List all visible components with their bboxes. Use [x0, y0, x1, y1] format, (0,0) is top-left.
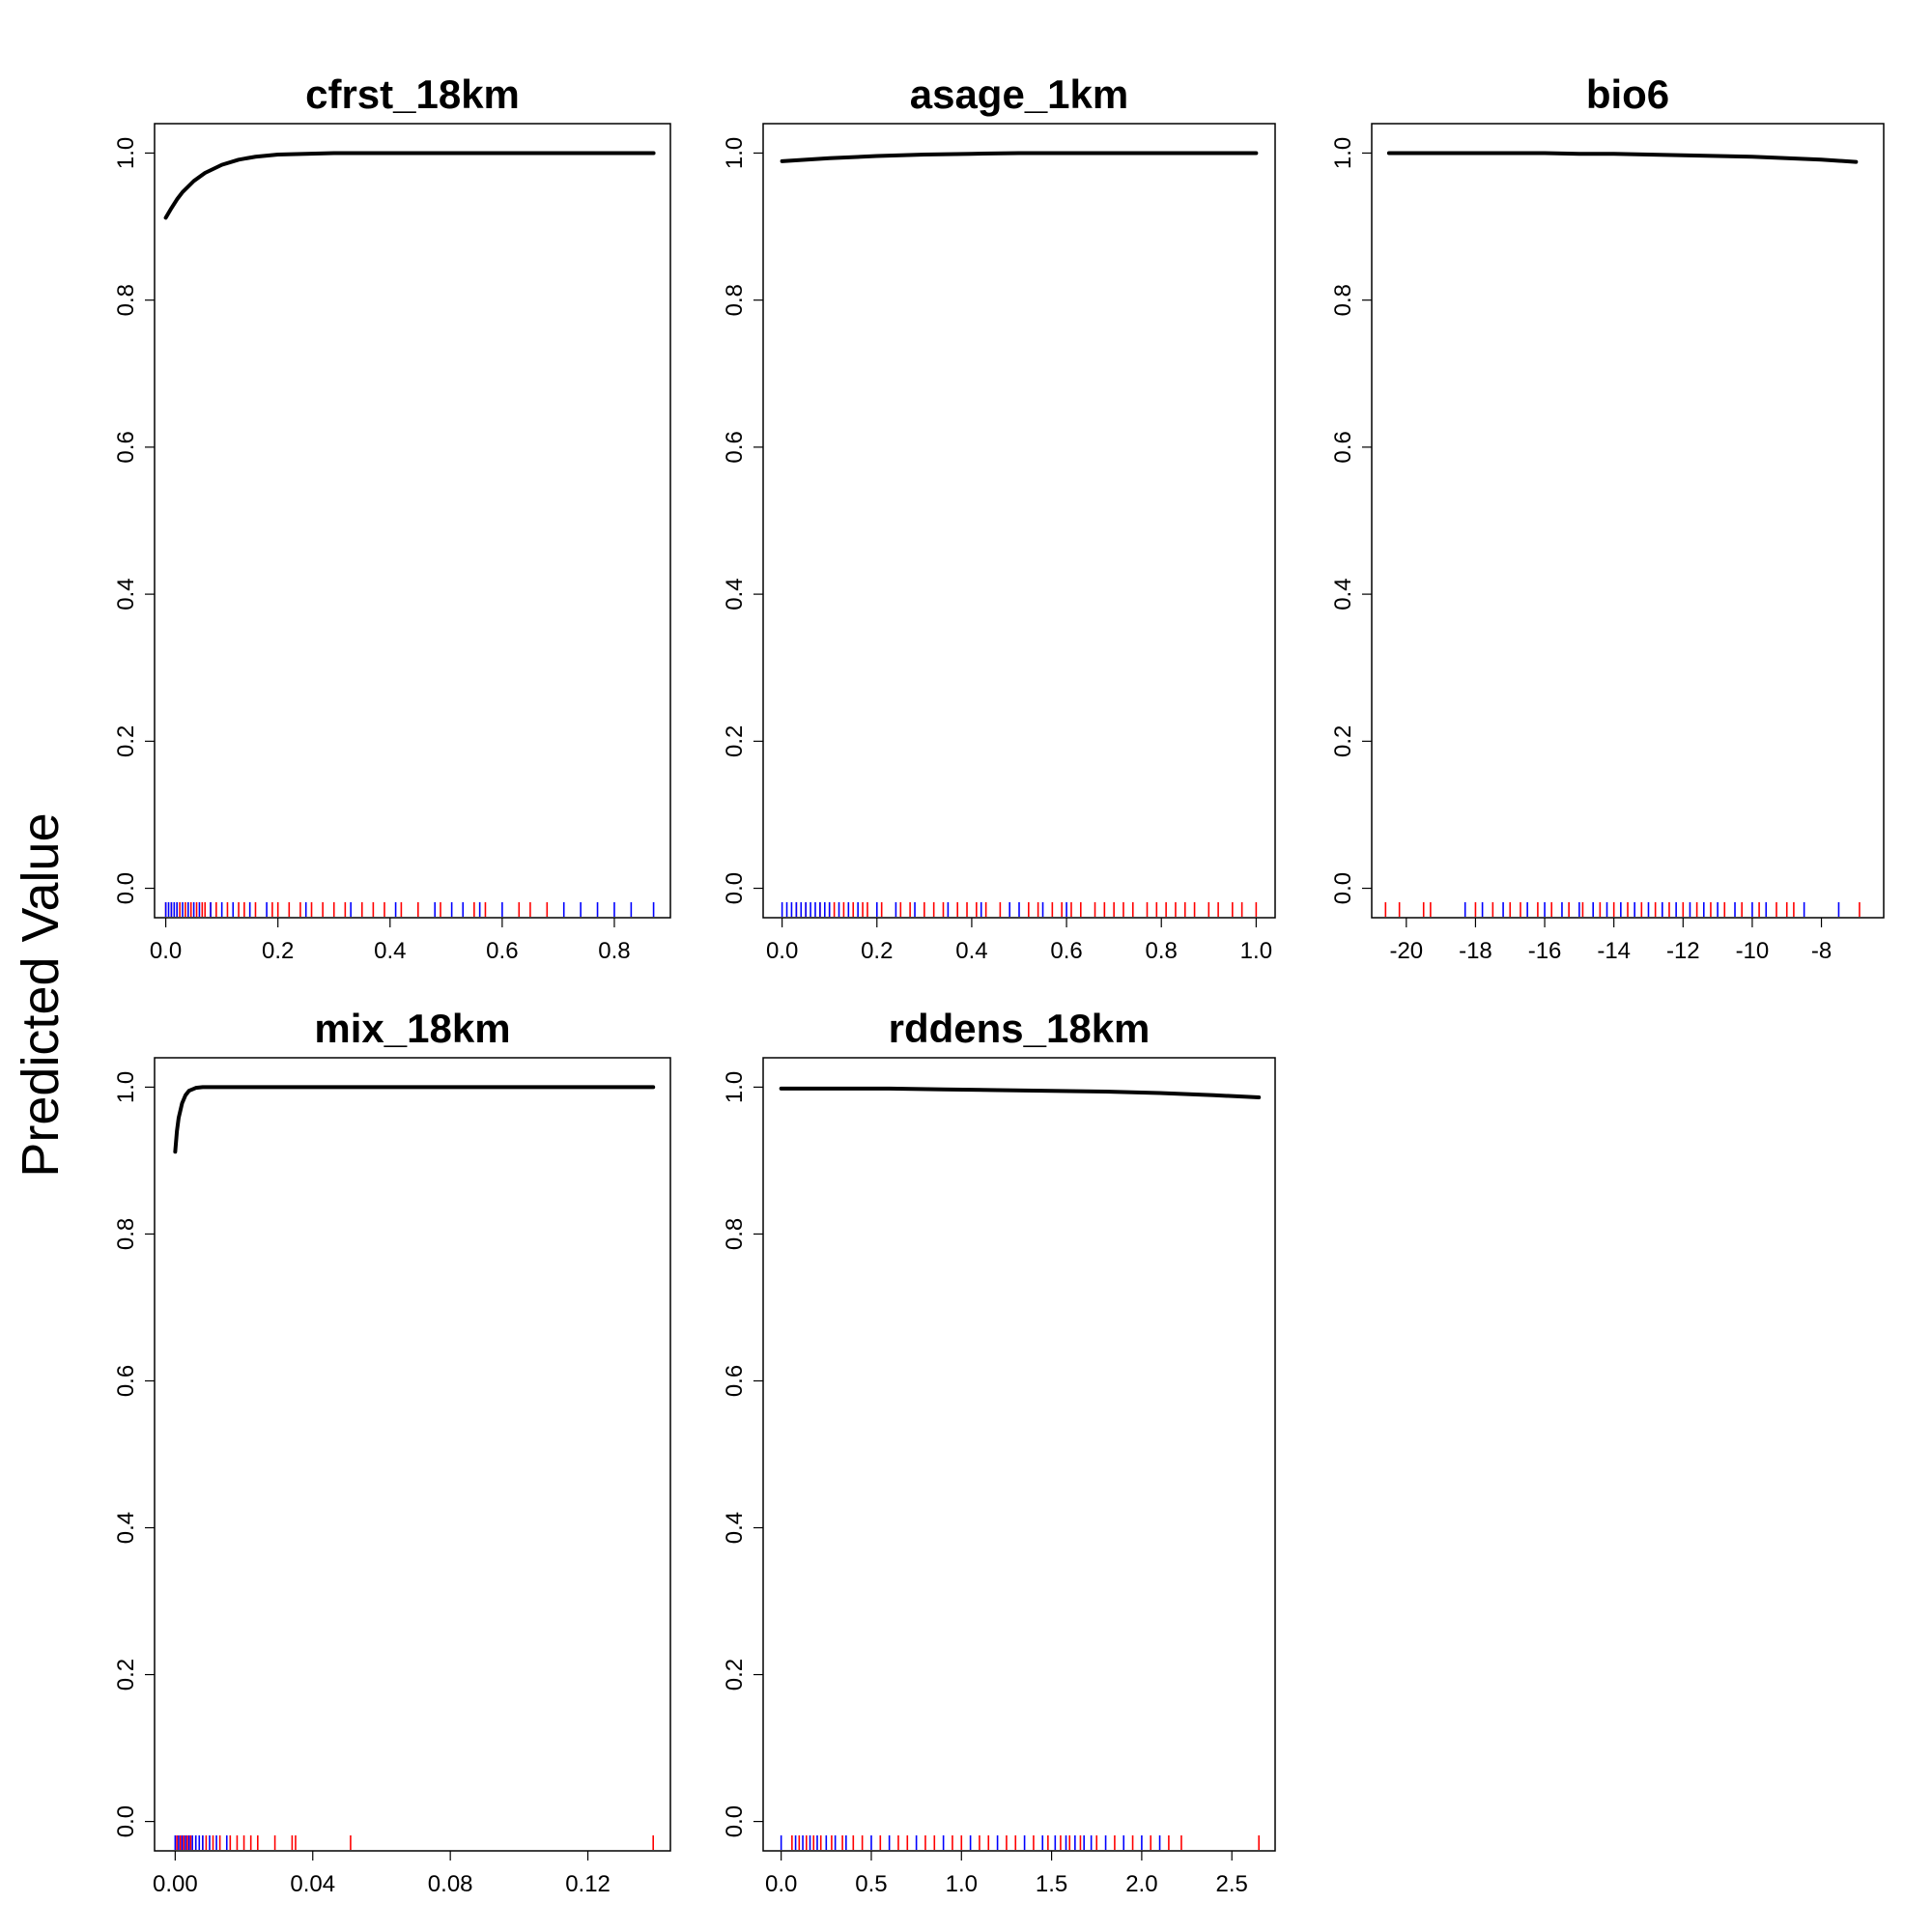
- response-curve: [1386, 151, 1859, 164]
- y-tick-label: 0.0: [722, 1805, 748, 1837]
- y-tick-label: 0.4: [113, 1512, 139, 1544]
- x-tick-label: 0.2: [262, 938, 294, 964]
- y-tick-label: 0.4: [722, 578, 748, 610]
- y-tick-label: 0.2: [722, 725, 748, 757]
- y-tick-label: 0.6: [1330, 431, 1356, 463]
- x-tick-label: 0.6: [486, 938, 518, 964]
- response-curve: [780, 151, 1259, 163]
- x-tick-label: 0.2: [861, 938, 893, 964]
- panel-title: cfrst_18km: [305, 71, 520, 117]
- x-tick-label: 0.8: [598, 938, 630, 964]
- y-tick-label: 1.0: [722, 137, 748, 169]
- panel-0: cfrst_18km 0.0 0.2 0.4 0.6 0.8 0.0 0.2 0.4 0.6 0.8…: [113, 71, 671, 964]
- y-tick-label: 1.0: [1330, 137, 1356, 169]
- plot-frame: [154, 1057, 671, 1852]
- y-tick-label: 0.2: [113, 1659, 139, 1690]
- panel-4: rddens_18km 0.0 0.5 1.0 1.5 2.0 2.5 0.0 0.2 0.4 0.…: [722, 1006, 1276, 1897]
- x-tick-label: 0.0: [150, 938, 182, 964]
- x-tick-label: 0.6: [1050, 938, 1082, 964]
- x-tick-label: 0.12: [565, 1871, 611, 1897]
- y-tick-label: 0.2: [722, 1659, 748, 1690]
- y-tick-label: 0.8: [722, 1218, 748, 1250]
- figure-ylabel: Predicted Value: [12, 812, 70, 1177]
- y-tick-label: 0.0: [113, 1805, 139, 1837]
- y-tick-label: 1.0: [722, 1071, 748, 1103]
- plot-frame: [1371, 123, 1885, 919]
- panels-group: cfrst_18km 0.0 0.2 0.4 0.6 0.8 0.0 0.2 0.4 0.6 0.8…: [113, 71, 1885, 1897]
- x-tick-label: -14: [1597, 938, 1631, 964]
- x-tick-label: 0.4: [955, 938, 987, 964]
- y-tick-label: 0.6: [722, 1365, 748, 1397]
- y-tick-label: 0.8: [1330, 284, 1356, 316]
- y-tick-label: 0.8: [113, 1218, 139, 1250]
- y-tick-label: 0.6: [113, 431, 139, 463]
- x-tick-label: 1.5: [1036, 1871, 1067, 1897]
- x-tick-label: 0.00: [153, 1871, 198, 1897]
- x-tick-label: -10: [1736, 938, 1770, 964]
- y-tick-label: 0.0: [1330, 872, 1356, 904]
- response-curve: [173, 1085, 656, 1154]
- x-tick-label: -18: [1459, 938, 1492, 964]
- y-tick-label: 0.8: [113, 284, 139, 316]
- x-tick-label: 0.8: [1146, 938, 1178, 964]
- panel-1: asage_1km 0.0 0.2 0.4 0.6 0.8 1.0 0.0 0.2 0.4 0.6 0…: [722, 71, 1276, 964]
- panel-2: bio6 -20 -18 -16 -14 -12 -10 -8 0.0 0.2 0.4 0.6 0.8 1…: [1330, 71, 1885, 964]
- x-tick-label: 1.0: [946, 1871, 978, 1897]
- x-tick-label: -8: [1811, 938, 1832, 964]
- y-tick-label: 1.0: [113, 1071, 139, 1103]
- panel-3: mix_18km 0.00 0.04 0.08 0.12 0.0 0.2 0.4 0.6 0.8 1…: [113, 1006, 671, 1897]
- y-tick-label: 1.0: [113, 137, 139, 169]
- y-tick-label: 0.2: [113, 725, 139, 757]
- x-tick-label: 0.0: [766, 938, 798, 964]
- y-tick-label: 0.6: [113, 1365, 139, 1397]
- response-curve: [779, 1086, 1262, 1100]
- panel-title: asage_1km: [910, 71, 1129, 117]
- y-tick-label: 0.6: [722, 431, 748, 463]
- y-tick-label: 0.4: [722, 1512, 748, 1544]
- plot-frame: [154, 123, 671, 919]
- x-tick-label: 1.0: [1240, 938, 1272, 964]
- x-tick-label: 2.5: [1216, 1871, 1248, 1897]
- y-tick-label: 0.4: [1330, 578, 1356, 610]
- x-tick-label: 0.4: [374, 938, 406, 964]
- x-tick-label: 0.0: [765, 1871, 797, 1897]
- x-tick-label: 2.0: [1125, 1871, 1157, 1897]
- x-tick-label: -12: [1666, 938, 1700, 964]
- panel-title: rddens_18km: [889, 1006, 1151, 1051]
- x-tick-label: 0.04: [290, 1871, 335, 1897]
- x-tick-label: -16: [1528, 938, 1562, 964]
- y-tick-label: 0.0: [722, 872, 748, 904]
- panel-title: bio6: [1586, 71, 1669, 117]
- y-tick-label: 0.0: [113, 872, 139, 904]
- response-curve: [163, 151, 656, 220]
- panel-title: mix_18km: [314, 1006, 510, 1051]
- y-tick-label: 0.8: [722, 284, 748, 316]
- y-tick-label: 0.2: [1330, 725, 1356, 757]
- plot-frame: [762, 123, 1276, 919]
- plot-frame: [762, 1057, 1276, 1852]
- x-tick-label: 0.5: [855, 1871, 887, 1897]
- x-tick-label: 0.08: [428, 1871, 473, 1897]
- x-tick-label: -20: [1389, 938, 1423, 964]
- y-tick-label: 0.4: [113, 578, 139, 610]
